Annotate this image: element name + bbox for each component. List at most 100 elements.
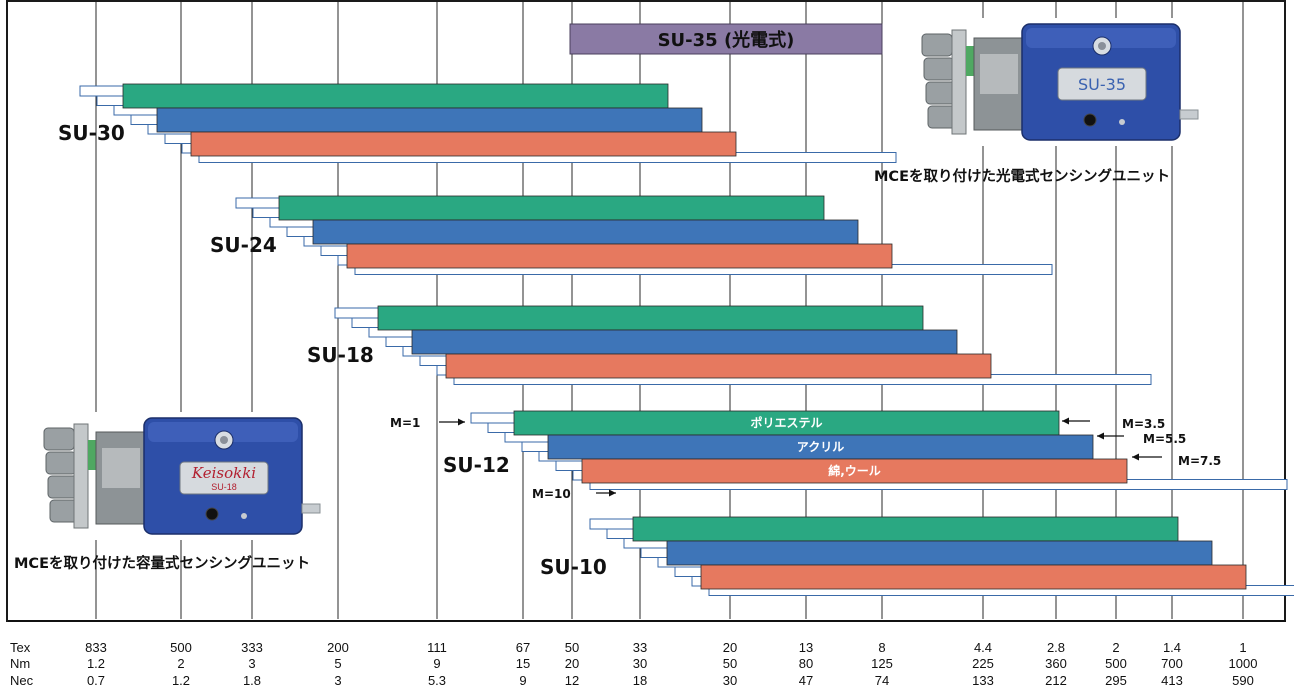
m-left-1: M=1 <box>390 416 420 430</box>
tick-nec-1: 0.7 <box>87 673 105 688</box>
tick-tex-16: 1 <box>1239 640 1246 655</box>
green-clip <box>88 440 96 470</box>
plate-text: SU-18 <box>211 482 237 492</box>
m-right-3-arrow-head <box>1132 453 1139 461</box>
unit-tex: Tex <box>10 640 31 655</box>
tick-nm-9: 50 <box>723 656 737 671</box>
tick-nm-12: 225 <box>972 656 994 671</box>
tick-nec-6: 9 <box>519 673 526 688</box>
tick-tex-13: 2.8 <box>1047 640 1065 655</box>
series-label-3: 綿,ウール <box>828 463 881 478</box>
tick-tex-4: 200 <box>327 640 349 655</box>
stack-su-18: SU-18 <box>307 305 1152 385</box>
tick-nm-13: 360 <box>1045 656 1067 671</box>
label-su-30: SU-30 <box>58 121 125 145</box>
tick-nm-5: 9 <box>433 656 440 671</box>
tick-tex-15: 1.4 <box>1163 640 1181 655</box>
cable <box>1179 109 1199 120</box>
bar-su-24-3 <box>346 243 893 269</box>
screw <box>1119 119 1125 125</box>
tick-nec-3: 1.8 <box>243 673 261 688</box>
name-plate <box>179 461 269 495</box>
tick-nec-7: 12 <box>565 673 579 688</box>
tick-nm-4: 5 <box>334 656 341 671</box>
m-right-3: M=7.5 <box>1178 454 1221 468</box>
m-right-1-arrow-head <box>1062 417 1069 425</box>
tick-nec-9: 30 <box>723 673 737 688</box>
label-su-10: SU-10 <box>540 555 607 579</box>
tick-nm-14: 500 <box>1105 656 1127 671</box>
tick-nm-16: 1000 <box>1229 656 1258 671</box>
su35-label: SU-35 (光電式) <box>658 29 795 51</box>
screw <box>241 513 247 519</box>
connector <box>1083 113 1097 127</box>
m-left-2-arrow-head <box>609 489 616 497</box>
bar-su-12-2 <box>547 434 1094 460</box>
plate-text: SU-35 <box>1078 75 1126 94</box>
count-scale: Tex 833 500 333 200 111 67 50 33 20 13 8 4.4 2.8 2 1.4 1… <box>10 640 1257 688</box>
cable <box>301 503 321 514</box>
tick-nec-4: 3 <box>334 673 341 688</box>
label-su-18: SU-18 <box>307 343 374 367</box>
tick-nec-11: 74 <box>875 673 889 688</box>
tick-nm-7: 20 <box>565 656 579 671</box>
tick-nm-11: 125 <box>871 656 893 671</box>
bar-su-30-1 <box>122 83 669 109</box>
bar-su-18-3 <box>445 353 992 379</box>
tick-tex-1: 833 <box>85 640 107 655</box>
m-annotations: M=1 M=10 M=3.5M=5.5 M=7.5 <box>390 416 1221 501</box>
tick-tex-14: 2 <box>1112 640 1119 655</box>
connector <box>205 507 219 521</box>
tick-nm-2: 2 <box>177 656 184 671</box>
caption-photoelectric: MCEを取り付けた光電式センシングユニット <box>874 167 1170 185</box>
roller <box>45 451 77 475</box>
tick-nec-13: 212 <box>1045 673 1067 688</box>
bar-su-10-1 <box>632 516 1179 542</box>
label-su-24: SU-24 <box>210 233 277 257</box>
tick-tex-7: 50 <box>565 640 579 655</box>
m-right-2-arrow-head <box>1097 432 1104 440</box>
stack-su-30: SU-30 <box>58 83 897 163</box>
tick-nec-5: 5.3 <box>428 673 446 688</box>
roller <box>921 33 953 57</box>
bar-su-30-3 <box>190 131 737 157</box>
roller <box>43 427 75 451</box>
bar-su-10-2 <box>666 540 1213 566</box>
bar-su-18-2 <box>411 329 958 355</box>
tick-nec-2: 1.2 <box>172 673 190 688</box>
clamp-face <box>980 54 1018 94</box>
bar-su-18-1 <box>377 305 924 331</box>
tick-tex-3: 333 <box>241 640 263 655</box>
tick-tex-2: 500 <box>170 640 192 655</box>
knob-center <box>220 436 228 444</box>
tick-tex-9: 20 <box>723 640 737 655</box>
green-clip <box>966 46 974 76</box>
tick-nm-8: 30 <box>633 656 647 671</box>
photoelectric-range: SU-35 (光電式) <box>569 23 883 55</box>
series-label-2: アクリル <box>797 440 844 454</box>
clamp-face <box>102 448 140 488</box>
bar-su-12-1 <box>513 410 1060 436</box>
name-plate <box>1057 67 1147 101</box>
tick-nm-10: 80 <box>799 656 813 671</box>
m-right-1: M=3.5 <box>1122 417 1165 431</box>
tick-nm-3: 3 <box>248 656 255 671</box>
m-left-1-arrow-head <box>458 418 465 426</box>
series-label-1: ポリエステル <box>750 415 822 430</box>
caption-capacitive: MCEを取り付けた容量式センシングユニット <box>14 554 310 572</box>
tick-nec-15: 413 <box>1161 673 1183 688</box>
tick-tex-8: 33 <box>633 640 647 655</box>
tick-tex-11: 8 <box>878 640 885 655</box>
knob-center <box>1098 42 1106 50</box>
label-su-12: SU-12 <box>443 453 510 477</box>
unit-nec: Nec <box>10 673 34 688</box>
bar-su-30-2 <box>156 107 703 133</box>
photoelectric-device-photo: SU-35 <box>914 18 1204 146</box>
tick-tex-6: 67 <box>516 640 530 655</box>
tick-tex-5: 111 <box>427 640 447 655</box>
stack-su-24: SU-24 <box>210 195 1053 275</box>
